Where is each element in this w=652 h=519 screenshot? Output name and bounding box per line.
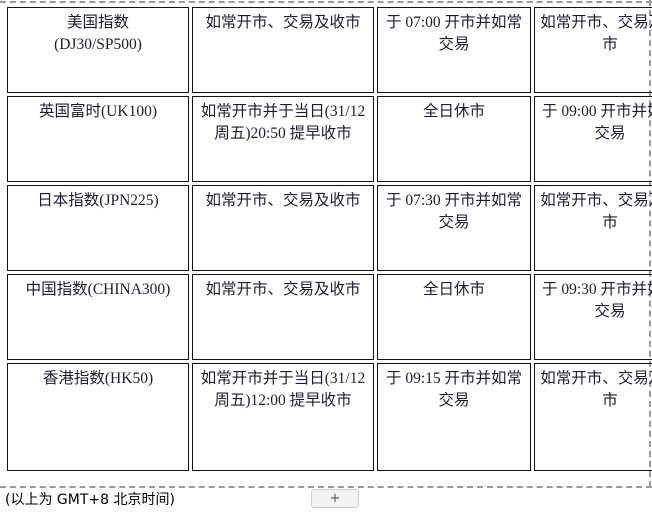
cell-text: 美国指数 (DJ30/SP500) — [54, 14, 142, 53]
cell-dec-31: 如常开市并于当日(31/12 周五)12:00 提早收市 — [192, 363, 374, 471]
cell-jan-01: 全日休市 — [377, 96, 531, 182]
cell-jan-01: 全日休市 — [377, 274, 531, 360]
cell-text: 如常开市、交易及收市 — [540, 370, 652, 409]
cell-instrument: 美国指数 (DJ30/SP500) — [7, 7, 189, 93]
cell-dec-31: 如常开市、交易及收市 — [192, 185, 374, 271]
cell-jan-03: 于 09:30 开市并如常交易 — [534, 274, 652, 360]
cell-jan-03: 如常开市、交易及收市 — [534, 185, 652, 271]
trading-hours-table: 美国指数 (DJ30/SP500) 如常开市、交易及收市 于 07:00 开市并… — [4, 4, 652, 474]
cell-text: 英国富时(UK100) — [39, 103, 157, 120]
cell-instrument: 英国富时(UK100) — [7, 96, 189, 182]
table-row: 英国富时(UK100) 如常开市并于当日(31/12 周五)20:50 提早收市… — [7, 96, 652, 182]
cell-jan-01: 于 07:30 开市并如常交易 — [377, 185, 531, 271]
cell-text: 全日休市 — [422, 103, 485, 120]
cell-text: 如常开市、交易及收市 — [205, 192, 361, 209]
cell-instrument: 香港指数(HK50) — [7, 363, 189, 471]
cell-text: 如常开市并于当日(31/12 周五)12:00 提早收市 — [200, 370, 366, 409]
cell-text: 全日休市 — [422, 281, 485, 298]
cell-instrument: 中国指数(CHINA300) — [7, 274, 189, 360]
cell-instrument: 日本指数(JPN225) — [7, 185, 189, 271]
table-row: 香港指数(HK50) 如常开市并于当日(31/12 周五)12:00 提早收市 … — [7, 363, 652, 471]
cell-text: 如常开市、交易及收市 — [540, 192, 652, 231]
cell-text: 于 09:00 开市并如常交易 — [541, 103, 652, 142]
cell-text: 于 07:30 开市并如常交易 — [385, 192, 523, 231]
cell-text: 于 09:15 开市并如常交易 — [385, 370, 523, 409]
cell-dec-31: 如常开市并于当日(31/12 周五)20:50 提早收市 — [192, 96, 374, 182]
cell-dec-31: 如常开市、交易及收市 — [192, 7, 374, 93]
frame-right-dashed-guide — [649, 0, 651, 487]
cell-jan-03: 如常开市、交易及收市 — [534, 363, 652, 471]
cell-text: 于 09:30 开市并如常交易 — [541, 281, 652, 320]
cell-text: 香港指数(HK50) — [42, 370, 154, 387]
cell-text: 如常开市并于当日(31/12 周五)20:50 提早收市 — [200, 103, 366, 142]
frame-bottom-dashed-guide — [0, 486, 652, 488]
cell-jan-03: 于 09:00 开市并如常交易 — [534, 96, 652, 182]
table-row: 中国指数(CHINA300) 如常开市、交易及收市 全日休市 于 09:30 开… — [7, 274, 652, 360]
cell-jan-01: 于 09:15 开市并如常交易 — [377, 363, 531, 471]
cell-text: 如常开市、交易及收市 — [205, 14, 361, 31]
table-row: 日本指数(JPN225) 如常开市、交易及收市 于 07:30 开市并如常交易 … — [7, 185, 652, 271]
cell-jan-03: 如常开市、交易及收市 — [534, 7, 652, 93]
cell-text: 中国指数(CHINA300) — [25, 281, 171, 298]
cell-text: 于 07:00 开市并如常交易 — [385, 14, 523, 53]
table-row: 美国指数 (DJ30/SP500) 如常开市、交易及收市 于 07:00 开市并… — [7, 7, 652, 93]
cell-text: 如常开市、交易及收市 — [205, 281, 361, 298]
frame-top-dashed-guide — [0, 1, 652, 3]
cell-jan-01: 于 07:00 开市并如常交易 — [377, 7, 531, 93]
cell-dec-31: 如常开市、交易及收市 — [192, 274, 374, 360]
cell-text: 日本指数(JPN225) — [37, 192, 159, 209]
cell-text: 如常开市、交易及收市 — [540, 14, 652, 53]
timezone-note: (以上为 GMT+8 北京时间) — [5, 492, 175, 508]
expand-button[interactable]: + — [311, 489, 359, 508]
